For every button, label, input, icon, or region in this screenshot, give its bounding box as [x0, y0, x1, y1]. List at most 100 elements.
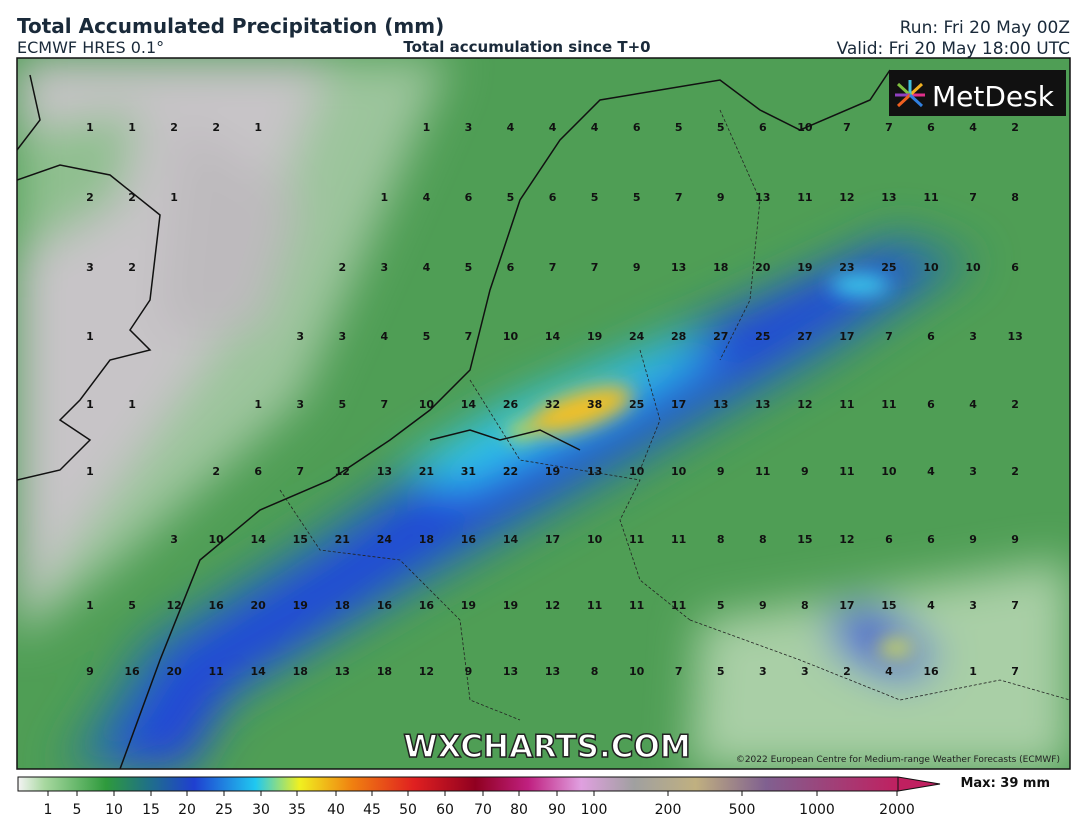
- grid-value: 10: [208, 533, 224, 546]
- grid-value: 4: [927, 599, 935, 612]
- grid-value: 7: [675, 665, 683, 678]
- grid-value: 9: [717, 465, 725, 478]
- grid-value: 9: [759, 599, 767, 612]
- grid-value: 4: [423, 261, 431, 274]
- grid-value: 1: [128, 121, 136, 134]
- grid-value: 7: [969, 191, 977, 204]
- grid-value: 12: [839, 191, 854, 204]
- grid-value: 3: [338, 330, 346, 343]
- colorbar-label: 60: [436, 802, 454, 818]
- grid-value: 16: [377, 599, 393, 612]
- grid-value: 1: [128, 398, 136, 411]
- grid-value: 17: [839, 330, 854, 343]
- grid-value: 3: [759, 665, 767, 678]
- map-frame: [16, 57, 1071, 770]
- grid-value: 2: [843, 665, 851, 678]
- grid-value: 2: [212, 465, 220, 478]
- grid-value: 10: [797, 121, 813, 134]
- grid-value: 3: [465, 121, 473, 134]
- grid-value: 14: [461, 398, 477, 411]
- grid-value: 11: [881, 398, 896, 411]
- grid-value: 7: [296, 465, 304, 478]
- grid-value: 10: [629, 465, 645, 478]
- grid-value: 9: [801, 465, 809, 478]
- grid-value: 8: [759, 533, 767, 546]
- grid-value: 10: [587, 533, 603, 546]
- grid-value: 3: [296, 398, 304, 411]
- grid-value: 4: [423, 191, 431, 204]
- grid-value: 24: [377, 533, 393, 546]
- grid-value: 8: [591, 665, 599, 678]
- grid-value: 13: [755, 398, 770, 411]
- grid-value: 4: [885, 665, 893, 678]
- grid-value: 10: [881, 465, 897, 478]
- grid-value: 15: [881, 599, 896, 612]
- grid-value: 13: [587, 465, 602, 478]
- colorbar-label: 1000: [799, 802, 835, 818]
- map: 1 1 2 2 1 1 3 4 4 4 6 5 5 6 10 7 7 6 4 22 2 1 1 4 6 5 6 5 5 7 9 13 11 12 1…: [17, 58, 1070, 769]
- grid-value: 13: [545, 665, 560, 678]
- grid-value: 5: [717, 665, 725, 678]
- grid-value: 2: [128, 261, 136, 274]
- colorbar-label: 70: [474, 802, 492, 818]
- grid-value: 12: [545, 599, 560, 612]
- grid-value: 13: [335, 665, 350, 678]
- grid-value: 9: [86, 665, 94, 678]
- grid-value: 25: [629, 398, 644, 411]
- grid-value: 5: [423, 330, 431, 343]
- grid-value: 5: [717, 599, 725, 612]
- grid-value: 21: [335, 533, 350, 546]
- colorbar-ticks: 1 5 10 15 20 25 30 35 40 45 50 60 70 80 90 100 200 500 100…: [44, 791, 915, 818]
- logo: MetDesk: [932, 80, 1055, 113]
- colorbar-label: 40: [327, 802, 345, 818]
- grid-value: 11: [923, 191, 938, 204]
- grid-value: 4: [381, 330, 389, 343]
- grid-value: 7: [885, 330, 893, 343]
- run: Run: Fri 20 May 00Z: [900, 18, 1070, 38]
- grid-value: 19: [293, 599, 308, 612]
- grid-value: 15: [293, 533, 308, 546]
- grid-value: 38: [587, 398, 602, 411]
- grid-value: 27: [797, 330, 812, 343]
- grid-value: 5: [633, 191, 641, 204]
- grid-value: 1: [170, 191, 178, 204]
- grid-value: 4: [549, 121, 557, 134]
- grid-value: 13: [671, 261, 686, 274]
- grid-value: 9: [1011, 533, 1019, 546]
- grid-value: 5: [507, 191, 515, 204]
- grid-value: 6: [507, 261, 515, 274]
- grid-value: 20: [755, 261, 771, 274]
- grid-value: 10: [419, 398, 435, 411]
- colorbar-label: 30: [252, 802, 270, 818]
- grid-value: 9: [969, 533, 977, 546]
- grid-value: 1: [969, 665, 977, 678]
- grid-value: 3: [381, 261, 389, 274]
- grid-value: 3: [296, 330, 304, 343]
- grid-value: 2: [1011, 398, 1019, 411]
- colorbar-label: 45: [363, 802, 381, 818]
- model: ECMWF HRES 0.1°: [17, 38, 164, 57]
- grid-value: 6: [1011, 261, 1019, 274]
- grid-value: 24: [629, 330, 645, 343]
- grid-value: 16: [923, 665, 939, 678]
- colorbar-label: 35: [288, 802, 306, 818]
- grid-value: 1: [86, 398, 94, 411]
- grid-value: 27: [713, 330, 728, 343]
- grid-value: 11: [755, 465, 770, 478]
- grid-value: 5: [591, 191, 599, 204]
- grid-value: 1: [254, 121, 262, 134]
- grid-value: 2: [86, 191, 94, 204]
- grid-value: 25: [881, 261, 896, 274]
- grid-value: 6: [927, 533, 935, 546]
- colorbar-arrow: [897, 776, 941, 792]
- grid-value: 12: [419, 665, 434, 678]
- subtitle: Total accumulation since T+0: [403, 38, 650, 56]
- grid-value: 14: [251, 665, 267, 678]
- colorbar-label: 500: [729, 802, 756, 818]
- grid-value: 13: [713, 398, 728, 411]
- grid-value: 1: [86, 121, 94, 134]
- grid-value: 22: [503, 465, 518, 478]
- grid-value: 3: [969, 465, 977, 478]
- grid-value: 4: [591, 121, 599, 134]
